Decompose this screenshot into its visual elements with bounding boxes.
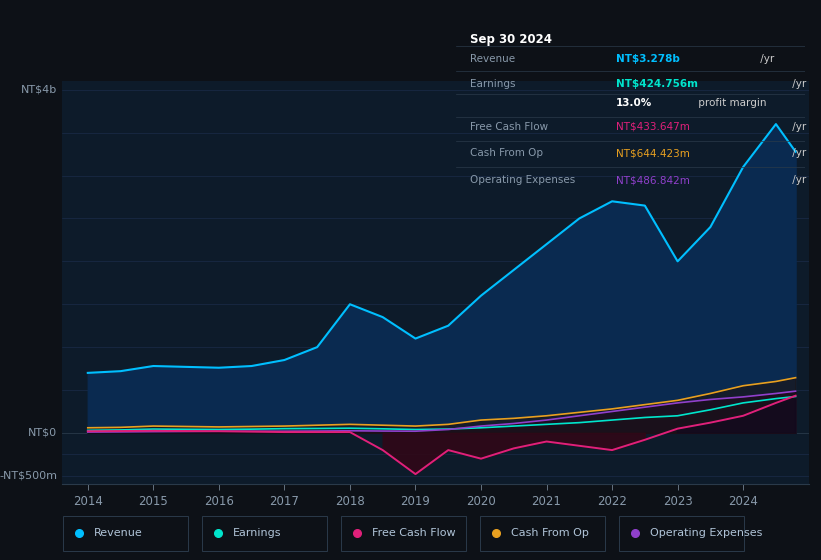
Text: Revenue: Revenue — [470, 54, 515, 64]
Text: NT$486.842m: NT$486.842m — [616, 175, 690, 185]
Text: /yr: /yr — [789, 175, 806, 185]
Text: /yr: /yr — [789, 148, 806, 158]
Text: Operating Expenses: Operating Expenses — [650, 529, 762, 538]
Text: /yr: /yr — [758, 54, 775, 64]
Text: -NT$500m: -NT$500m — [0, 471, 57, 481]
Text: /yr: /yr — [789, 122, 806, 132]
Text: profit margin: profit margin — [695, 98, 766, 108]
Text: NT$3.278b: NT$3.278b — [616, 54, 680, 64]
Text: Cash From Op: Cash From Op — [511, 529, 589, 538]
Text: NT$424.756m: NT$424.756m — [616, 79, 698, 89]
Text: Earnings: Earnings — [233, 529, 282, 538]
Text: Earnings: Earnings — [470, 79, 515, 89]
Text: 13.0%: 13.0% — [616, 98, 653, 108]
Text: NT$644.423m: NT$644.423m — [616, 148, 690, 158]
Text: NT$4b: NT$4b — [21, 85, 57, 95]
Text: NT$0: NT$0 — [29, 428, 57, 438]
Text: Operating Expenses: Operating Expenses — [470, 175, 575, 185]
Text: Cash From Op: Cash From Op — [470, 148, 543, 158]
Text: Sep 30 2024: Sep 30 2024 — [470, 33, 552, 46]
Text: Revenue: Revenue — [94, 529, 143, 538]
Text: Free Cash Flow: Free Cash Flow — [372, 529, 456, 538]
Text: Free Cash Flow: Free Cash Flow — [470, 122, 548, 132]
Text: NT$433.647m: NT$433.647m — [616, 122, 690, 132]
Text: /yr: /yr — [789, 79, 806, 89]
